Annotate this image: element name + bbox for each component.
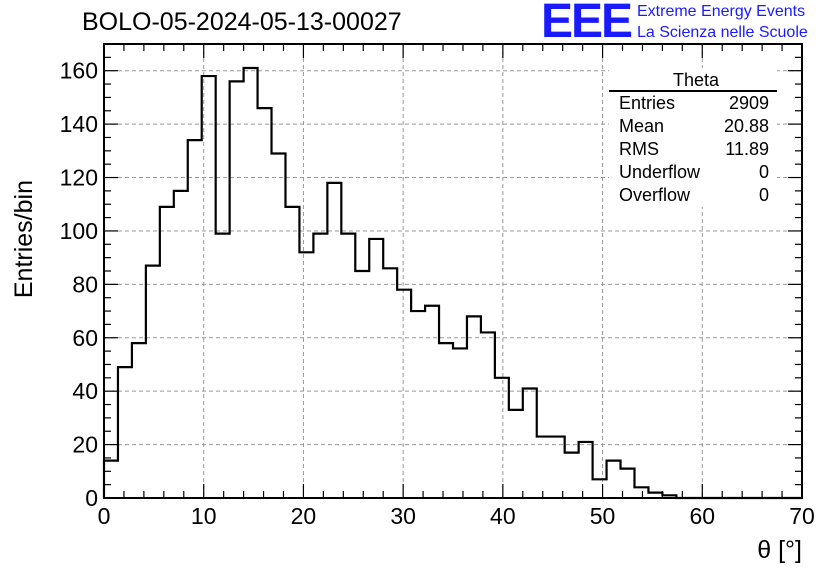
stats-value: 0: [758, 185, 769, 205]
logo-text-line1: Extreme Energy Events: [637, 3, 806, 20]
stats-value: 2909: [728, 93, 769, 113]
stats-row: Mean 20.88: [609, 115, 777, 138]
chart-title: BOLO-05-2024-05-13-00027: [82, 8, 402, 36]
stats-row: Entries 2909: [609, 92, 777, 115]
stats-title: Theta: [609, 68, 777, 92]
stats-label: Underflow: [619, 162, 701, 182]
y-tick-label: 140: [60, 111, 98, 137]
x-tick-label: 40: [490, 503, 516, 529]
y-tick-label: 80: [72, 271, 98, 297]
x-tick-label: 70: [789, 503, 815, 529]
stats-value: 20.88: [723, 116, 769, 136]
x-tick-label: 60: [689, 503, 715, 529]
stats-label: Mean: [619, 116, 665, 136]
stats-label: Entries: [619, 93, 676, 113]
y-tick-label: 100: [60, 218, 98, 244]
x-tick-label: 20: [291, 503, 317, 529]
y-tick-label: 20: [72, 432, 98, 458]
y-tick-labels: 0 20 40 60 80 100 120 140 160: [60, 58, 98, 511]
histogram-outline: [102, 66, 802, 500]
stats-row: Overflow 0: [609, 184, 777, 207]
stats-value: 0: [758, 162, 769, 182]
x-tick-labels: 0 10 20 30 40 50 60 70: [98, 503, 815, 529]
plot-frame: [103, 43, 803, 499]
stats-row: RMS 11.89: [609, 138, 777, 161]
y-tick-label: 120: [60, 165, 98, 191]
y-tick-label: 160: [60, 58, 98, 84]
x-tick-label: 10: [191, 503, 217, 529]
stats-label: RMS: [619, 139, 659, 159]
stats-box: Theta Entries 2909 Mean 20.88 RMS 11.89 …: [609, 68, 777, 207]
stats-row: Underflow 0: [609, 161, 777, 184]
x-axis-label: θ [°]: [757, 536, 802, 564]
eee-logo: EEE: [541, 0, 633, 48]
x-tick-label: 50: [590, 503, 616, 529]
stats-label: Overflow: [619, 185, 691, 205]
stats-value: 11.89: [725, 139, 769, 159]
y-tick-label: 40: [72, 378, 98, 404]
x-tick-label: 30: [390, 503, 416, 529]
logo-text-line2: La Scienza nelle Scuole: [637, 24, 808, 41]
y-tick-label: 60: [72, 325, 98, 351]
y-tick-label: 0: [85, 485, 98, 511]
y-axis-label: Entries/bin: [10, 180, 38, 298]
x-tick-label: 0: [98, 503, 111, 529]
